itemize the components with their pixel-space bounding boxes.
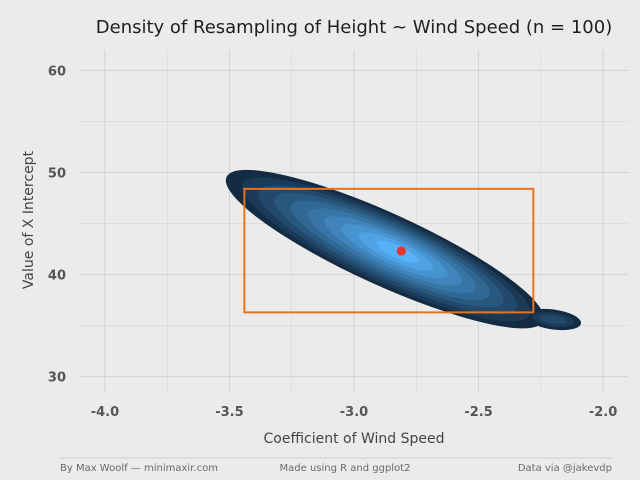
- x-tick-label: -3.0: [340, 405, 368, 420]
- y-axis-label: Value of X Intercept: [21, 150, 37, 289]
- footer-source: Data via @jakevdp: [518, 463, 612, 474]
- x-axis-label: Coefficient of Wind Speed: [264, 431, 445, 447]
- tick-labels: -4.0 -3.5 -3.0 -2.5 -2.0 30 40 50 60: [48, 64, 617, 420]
- point-estimate: [396, 246, 406, 256]
- footer-author: By Max Woolf — minimaxir.com: [60, 463, 218, 474]
- density-contours: [225, 169, 582, 331]
- y-tick-label: 40: [48, 269, 66, 284]
- footer-tools: Made using R and ggplot2: [280, 463, 411, 474]
- y-tick-label: 60: [48, 64, 66, 79]
- y-tick-label: 30: [48, 371, 66, 386]
- y-tick-label: 50: [48, 167, 66, 182]
- x-tick-label: -2.5: [464, 405, 492, 420]
- x-tick-label: -4.0: [91, 405, 119, 420]
- density-tail-level: [539, 315, 568, 324]
- chart-title: Density of Resampling of Height ~ Wind S…: [96, 17, 612, 38]
- x-tick-label: -2.0: [589, 405, 617, 420]
- interval-box: [243, 187, 535, 314]
- x-tick-label: -3.5: [215, 405, 243, 420]
- chart-marks: [243, 187, 535, 314]
